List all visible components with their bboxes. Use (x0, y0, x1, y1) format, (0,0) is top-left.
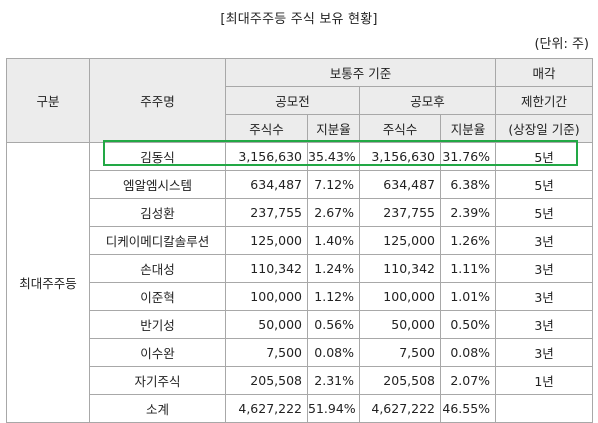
ratio-after-cell: 1.01% (439, 282, 497, 311)
shares-before-cell: 237,755 (225, 198, 308, 227)
table-row: 이준혁 100,000 1.12% 100,000 1.01% 3년 (7, 282, 594, 311)
ratio-before-cell: 0.56% (307, 310, 360, 339)
shareholder-name: 반기성 (89, 310, 226, 339)
shareholder-name: 김동식 (89, 142, 226, 171)
ratio-before-cell: 7.12% (307, 170, 360, 199)
ratio-after-cell: 1.11% (439, 254, 497, 283)
header-restriction: 제한기간 (495, 86, 594, 115)
shares-after-cell: 205,508 (359, 366, 441, 395)
shares-after-cell: 4,627,222 (359, 394, 441, 423)
shares-after-cell: 237,755 (359, 198, 441, 227)
restriction-period-cell: 1년 (495, 366, 594, 395)
header-sale: 매각 (495, 58, 594, 87)
shares-before-cell: 3,156,630 (225, 142, 308, 171)
unit-label: (단위: 주) (534, 37, 589, 52)
shares-before-cell: 634,487 (225, 170, 308, 199)
table-row: 반기성 50,000 0.56% 50,000 0.50% 3년 (7, 310, 594, 339)
ratio-before-cell: 51.94% (307, 394, 360, 423)
header-ratio-after: 지분율 (439, 114, 497, 143)
shareholder-name: 소계 (89, 394, 226, 423)
ratio-after-cell: 0.08% (439, 338, 497, 367)
shareholder-name: 이수완 (89, 338, 226, 367)
shareholder-name: 김성환 (89, 198, 226, 227)
shareholding-table: 구분 주주명 보통주 기준 매각 공모전 공모후 제한기간 주식수 지분율 주식… (6, 58, 594, 423)
header-after-ipo: 공모후 (358, 86, 497, 115)
table-row: 손대성 110,342 1.24% 110,342 1.11% 3년 (7, 254, 594, 283)
header-category: 구분 (6, 58, 90, 143)
ratio-before-cell: 1.24% (307, 254, 360, 283)
shares-before-cell: 4,627,222 (225, 394, 308, 423)
header-shares-after: 주식수 (359, 114, 441, 143)
ratio-before-cell: 1.12% (307, 282, 360, 311)
group-label: 최대주주등 (6, 142, 90, 423)
table-title: [최대주주등 주식 보유 현황] (220, 12, 378, 27)
header-restriction-note: (상장일 기준) (495, 114, 594, 143)
ratio-after-cell: 6.38% (439, 170, 497, 199)
shares-before-cell: 100,000 (225, 282, 308, 311)
restriction-period-cell: 3년 (495, 226, 594, 255)
restriction-period-cell: 5년 (495, 142, 594, 171)
table-row: 자기주식 205,508 2.31% 205,508 2.07% 1년 (7, 366, 594, 395)
restriction-period-cell: 3년 (495, 254, 594, 283)
subtotal-row: 소계 4,627,222 51.94% 4,627,222 46.55% (7, 394, 594, 423)
header-before-ipo: 공모전 (225, 86, 360, 115)
shareholder-name: 엠알엠시스템 (89, 170, 226, 199)
shares-after-cell: 100,000 (359, 282, 441, 311)
shares-before-cell: 125,000 (225, 226, 308, 255)
restriction-period-cell: 3년 (495, 282, 594, 311)
ratio-before-cell: 35.43% (307, 142, 360, 171)
restriction-period-cell: 5년 (495, 170, 594, 199)
shareholder-name: 자기주식 (89, 366, 226, 395)
shareholder-name: 손대성 (89, 254, 226, 283)
ratio-after-cell: 2.39% (439, 198, 497, 227)
shares-after-cell: 634,487 (359, 170, 441, 199)
restriction-period-cell (495, 394, 594, 423)
table-row: 엠알엠시스템 634,487 7.12% 634,487 6.38% 5년 (7, 170, 594, 199)
header-ratio-before: 지분율 (307, 114, 360, 143)
table-row: 이수완 7,500 0.08% 7,500 0.08% 3년 (7, 338, 594, 367)
header-common-basis: 보통주 기준 (224, 58, 497, 87)
table-row: 최대주주등 김동식 3,156,630 35.43% 3,156,630 31.… (6, 142, 594, 423)
ratio-after-cell: 2.07% (439, 366, 497, 395)
shares-before-cell: 7,500 (225, 338, 308, 367)
shareholder-name: 디케이메디칼솔루션 (89, 226, 226, 255)
ratio-after-cell: 1.26% (439, 226, 497, 255)
table-row: 디케이메디칼솔루션 125,000 1.40% 125,000 1.26% 3년 (7, 226, 594, 255)
ratio-after-cell: 0.50% (439, 310, 497, 339)
shares-after-cell: 125,000 (359, 226, 441, 255)
shares-before-cell: 205,508 (225, 366, 308, 395)
ratio-before-cell: 2.67% (307, 198, 360, 227)
restriction-period-cell: 3년 (495, 310, 594, 339)
ratio-before-cell: 0.08% (307, 338, 360, 367)
shares-before-cell: 110,342 (225, 254, 308, 283)
ratio-after-cell: 31.76% (439, 142, 497, 171)
shares-after-cell: 50,000 (359, 310, 441, 339)
table-row: 김성환 237,755 2.67% 237,755 2.39% 5년 (7, 198, 594, 227)
ratio-before-cell: 1.40% (307, 226, 360, 255)
shares-before-cell: 50,000 (225, 310, 308, 339)
restriction-period-cell: 5년 (495, 198, 594, 227)
restriction-period-cell: 3년 (495, 338, 594, 367)
shares-after-cell: 7,500 (359, 338, 441, 367)
header-shares-before: 주식수 (225, 114, 308, 143)
shares-after-cell: 110,342 (359, 254, 441, 283)
shares-after-cell: 3,156,630 (359, 142, 441, 171)
shareholder-name: 이준혁 (89, 282, 226, 311)
ratio-before-cell: 2.31% (307, 366, 360, 395)
ratio-after-cell: 46.55% (439, 394, 497, 423)
header-shareholder: 주주명 (89, 58, 226, 143)
